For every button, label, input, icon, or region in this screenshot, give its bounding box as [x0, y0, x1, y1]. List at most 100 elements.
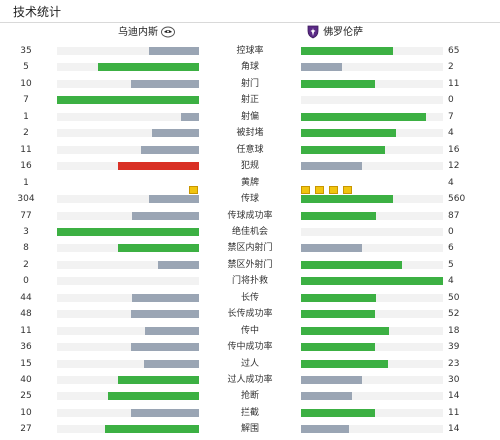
- away-bar: [301, 211, 377, 220]
- home-bar: [130, 79, 199, 88]
- home-bar: [140, 145, 199, 154]
- away-value: 23: [448, 358, 460, 369]
- stat-name: 门将扑救: [231, 276, 268, 287]
- away-bar: [301, 162, 363, 171]
- away-bar-track: [301, 227, 443, 236]
- home-value: 10: [20, 78, 32, 89]
- away-value: 14: [448, 424, 460, 435]
- home-value: 77: [20, 210, 32, 221]
- home-bar-track: [57, 277, 199, 286]
- away-bar: [301, 408, 375, 417]
- home-team: 乌迪内斯: [118, 25, 176, 41]
- stat-name: 拦截: [240, 407, 259, 418]
- stat-row: 0 门将扑救 4: [0, 273, 500, 289]
- home-bar-track: [57, 293, 199, 302]
- stat-row: 8 禁区内射门 6: [0, 240, 500, 256]
- away-bar: [301, 277, 443, 286]
- away-value: 560: [448, 194, 466, 205]
- home-bar-track: [57, 425, 199, 434]
- stat-row: 48 长传成功率 52: [0, 306, 500, 322]
- stat-row: 44 长传 50: [0, 290, 500, 306]
- away-value: 30: [448, 375, 460, 385]
- away-bar: [301, 112, 426, 121]
- away-bar: [301, 343, 375, 352]
- home-bar: [118, 162, 199, 171]
- away-value: 4: [448, 177, 454, 188]
- yellow-card-icon: [329, 185, 338, 194]
- home-bar-track: [57, 359, 199, 368]
- away-value: 2: [448, 62, 454, 73]
- away-bar-track: [301, 162, 443, 171]
- home-value: 36: [20, 342, 32, 353]
- home-bar: [152, 129, 199, 138]
- stat-name: 过人成功率: [227, 375, 273, 385]
- udinese-crest-icon: [161, 25, 176, 39]
- away-bar-track: [301, 277, 443, 286]
- away-bar-track: [301, 244, 443, 253]
- stat-row: 10 射门 11: [0, 76, 500, 92]
- stat-row: 11 传中 18: [0, 323, 500, 339]
- away-bar-track: [301, 293, 443, 302]
- home-bar: [145, 326, 199, 335]
- home-bar-track: [57, 79, 199, 88]
- home-bar: [149, 47, 199, 55]
- stat-row: 40 过人成功率 30: [0, 372, 500, 388]
- stat-name: 过人: [240, 358, 259, 369]
- home-value: 16: [20, 161, 32, 172]
- home-bar: [149, 195, 199, 204]
- home-bar: [57, 96, 199, 105]
- away-bar-track: [301, 376, 443, 384]
- stat-row: 5 角球 2: [0, 59, 500, 75]
- home-value: 3: [23, 226, 29, 237]
- stat-name: 射门: [240, 78, 259, 89]
- home-bar-track: [57, 162, 199, 171]
- home-value: 10: [20, 407, 32, 418]
- away-value: 87: [448, 210, 460, 221]
- fiorentina-lily-icon: [306, 25, 320, 39]
- home-bar-track: [57, 392, 199, 401]
- home-bar-track: [57, 326, 199, 335]
- home-bar-track: [57, 63, 199, 72]
- away-team: 佛罗伦萨: [306, 25, 363, 41]
- stat-name: 禁区内射门: [227, 243, 273, 254]
- home-value: 304: [17, 194, 35, 205]
- home-yellow-cards: [184, 179, 198, 194]
- away-value: 4: [448, 276, 454, 287]
- away-value: 11: [448, 78, 460, 89]
- away-value: 14: [448, 391, 460, 402]
- home-value: 48: [20, 309, 32, 320]
- home-value: 0: [23, 276, 29, 287]
- stat-name: 传中成功率: [227, 342, 273, 353]
- home-value: 7: [23, 95, 29, 106]
- away-bar: [301, 63, 343, 72]
- home-bar: [130, 310, 199, 319]
- home-value: 40: [20, 375, 32, 385]
- away-bar-track: [301, 211, 443, 220]
- stat-name: 射偏: [240, 111, 259, 122]
- home-bar-track: [57, 96, 199, 105]
- home-value: 15: [20, 358, 32, 369]
- stat-name: 射正: [240, 95, 259, 106]
- away-value: 52: [448, 309, 460, 320]
- home-bar: [143, 359, 199, 368]
- stat-row: 77 传球成功率 87: [0, 208, 500, 224]
- home-value: 2: [23, 259, 29, 270]
- stat-name: 传球成功率: [227, 210, 273, 221]
- away-bar-track: [301, 392, 443, 401]
- away-bar-track: [301, 63, 443, 72]
- away-yellow-cards: [301, 179, 357, 194]
- stat-name: 抢断: [240, 391, 259, 402]
- away-bar-track: [301, 129, 443, 138]
- away-value: 16: [448, 144, 460, 155]
- home-bar: [130, 408, 199, 417]
- away-value: 5: [448, 259, 454, 270]
- away-bar: [301, 392, 353, 401]
- home-value: 2: [23, 128, 29, 139]
- stat-name: 任意球: [236, 144, 264, 155]
- home-bar-track: [57, 47, 199, 55]
- away-bar: [301, 79, 375, 88]
- stat-name: 禁区外射门: [227, 259, 273, 270]
- home-bar: [108, 392, 199, 401]
- home-bar-track: [57, 145, 199, 154]
- stat-name: 控球率: [236, 46, 264, 56]
